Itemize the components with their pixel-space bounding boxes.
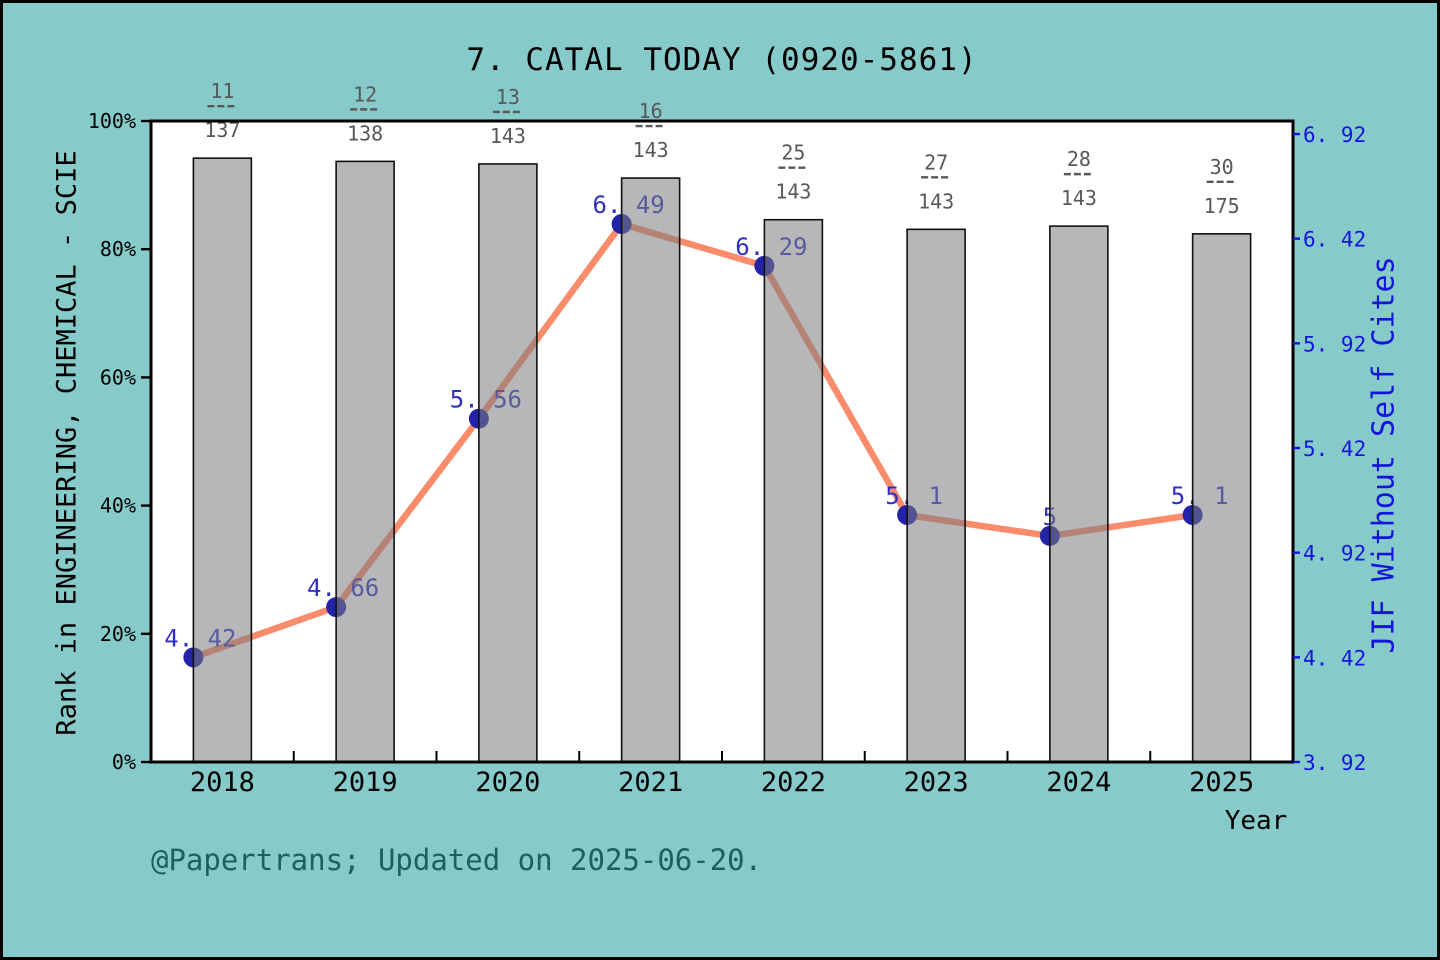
- x-axis-title: Year: [1224, 806, 1288, 836]
- rank-bar: [906, 228, 966, 763]
- credit-watermark: @Papertrans; Updated on 2025-06-20.: [151, 843, 763, 877]
- x-tick-label: 2024: [1046, 767, 1111, 798]
- left-tick-label: 80%: [100, 237, 136, 261]
- x-tick-label: 2018: [190, 767, 255, 798]
- right-axis-title: JIF Without Self Cites: [1366, 256, 1402, 654]
- x-tick-label: 2020: [475, 767, 540, 798]
- right-tick-label: 3. 92: [1303, 751, 1366, 775]
- rank-fraction-denominator: 143: [633, 138, 669, 162]
- rank-bar: [1191, 233, 1252, 763]
- journal-metrics-chart: 4. 424. 665. 566. 496. 295. 155. 1111371…: [88, 79, 1366, 798]
- right-tick-label: 5. 92: [1303, 332, 1366, 356]
- rank-bar: [1049, 225, 1109, 763]
- left-axis-title: Rank in ENGINEERING, CHEMICAL - SCIE: [51, 150, 83, 736]
- x-tick-label: 2022: [761, 767, 826, 798]
- left-tick-label: 40%: [100, 494, 136, 518]
- rank-bar: [335, 160, 395, 763]
- left-tick-label: 20%: [100, 622, 136, 646]
- rank-fraction-denominator: 143: [775, 180, 811, 204]
- right-tick-label: 4. 42: [1303, 646, 1366, 670]
- rank-fraction-numerator: 28: [1067, 147, 1091, 171]
- plot-area: [151, 121, 1293, 762]
- rank-fraction-denominator: 143: [918, 189, 954, 213]
- right-tick-label: 5. 42: [1303, 437, 1366, 461]
- rank-fraction-numerator: 25: [781, 141, 805, 165]
- rank-fraction-denominator: 143: [1061, 186, 1097, 210]
- x-tick-label: 2021: [618, 767, 683, 798]
- rank-fraction-numerator: 27: [924, 150, 948, 174]
- x-tick-label: 2023: [904, 767, 969, 798]
- right-tick-label: 4. 92: [1303, 542, 1366, 566]
- rank-fraction-numerator: 13: [496, 85, 520, 109]
- rank-fraction-numerator: 11: [210, 79, 234, 103]
- left-tick-label: 60%: [100, 365, 136, 389]
- rank-fraction-denominator: 138: [347, 121, 383, 145]
- chart-title: 7. CATAL TODAY (0920-5861): [466, 42, 978, 78]
- x-tick-label: 2025: [1189, 767, 1254, 798]
- right-tick-label: 6. 92: [1303, 123, 1366, 147]
- left-tick-label: 0%: [112, 750, 136, 774]
- rank-fraction-numerator: 30: [1210, 155, 1234, 179]
- rank-fraction-denominator: 175: [1204, 194, 1240, 218]
- rank-bar: [478, 163, 538, 763]
- rank-fraction-numerator: 16: [639, 99, 663, 123]
- rank-fraction-denominator: 143: [490, 124, 526, 148]
- x-tick-label: 2019: [333, 767, 398, 798]
- left-tick-label: 100%: [88, 109, 136, 133]
- rank-fraction-numerator: 12: [353, 82, 377, 106]
- rank-bar: [620, 177, 681, 763]
- rank-bar: [192, 157, 253, 763]
- right-tick-label: 6. 42: [1303, 228, 1366, 252]
- rank-bar: [763, 218, 824, 763]
